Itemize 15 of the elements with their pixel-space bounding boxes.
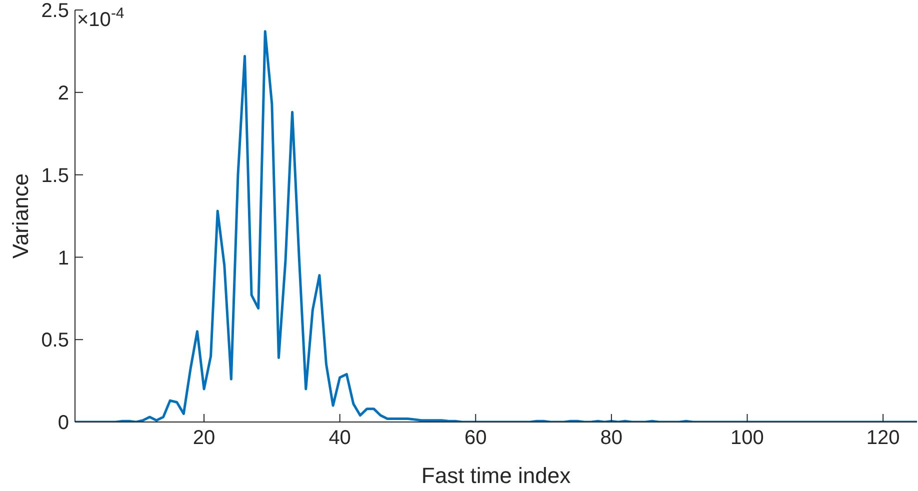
- y-tick-label: 2.5: [41, 0, 69, 22]
- y-tick-label: 0: [58, 412, 69, 434]
- x-tick-label: 80: [600, 427, 623, 450]
- x-tick-label: 40: [328, 427, 351, 450]
- annotation: ×10$^{-4}$: [77, 4, 124, 31]
- x-tick-label: 120: [866, 427, 900, 450]
- y-tick-label: 1.5: [41, 164, 69, 187]
- x-tick-label: 20: [192, 427, 216, 450]
- x-tick-label: 60: [464, 427, 487, 450]
- y-tick-label: 0.5: [41, 330, 69, 352]
- y-tick-label: 1: [58, 247, 69, 270]
- x-axis-title: Fast time index: [421, 463, 571, 488]
- x-tick-label: 100: [730, 427, 764, 450]
- y-tick-label: 2: [58, 82, 69, 104]
- y-axis-title: Variance: [8, 173, 33, 259]
